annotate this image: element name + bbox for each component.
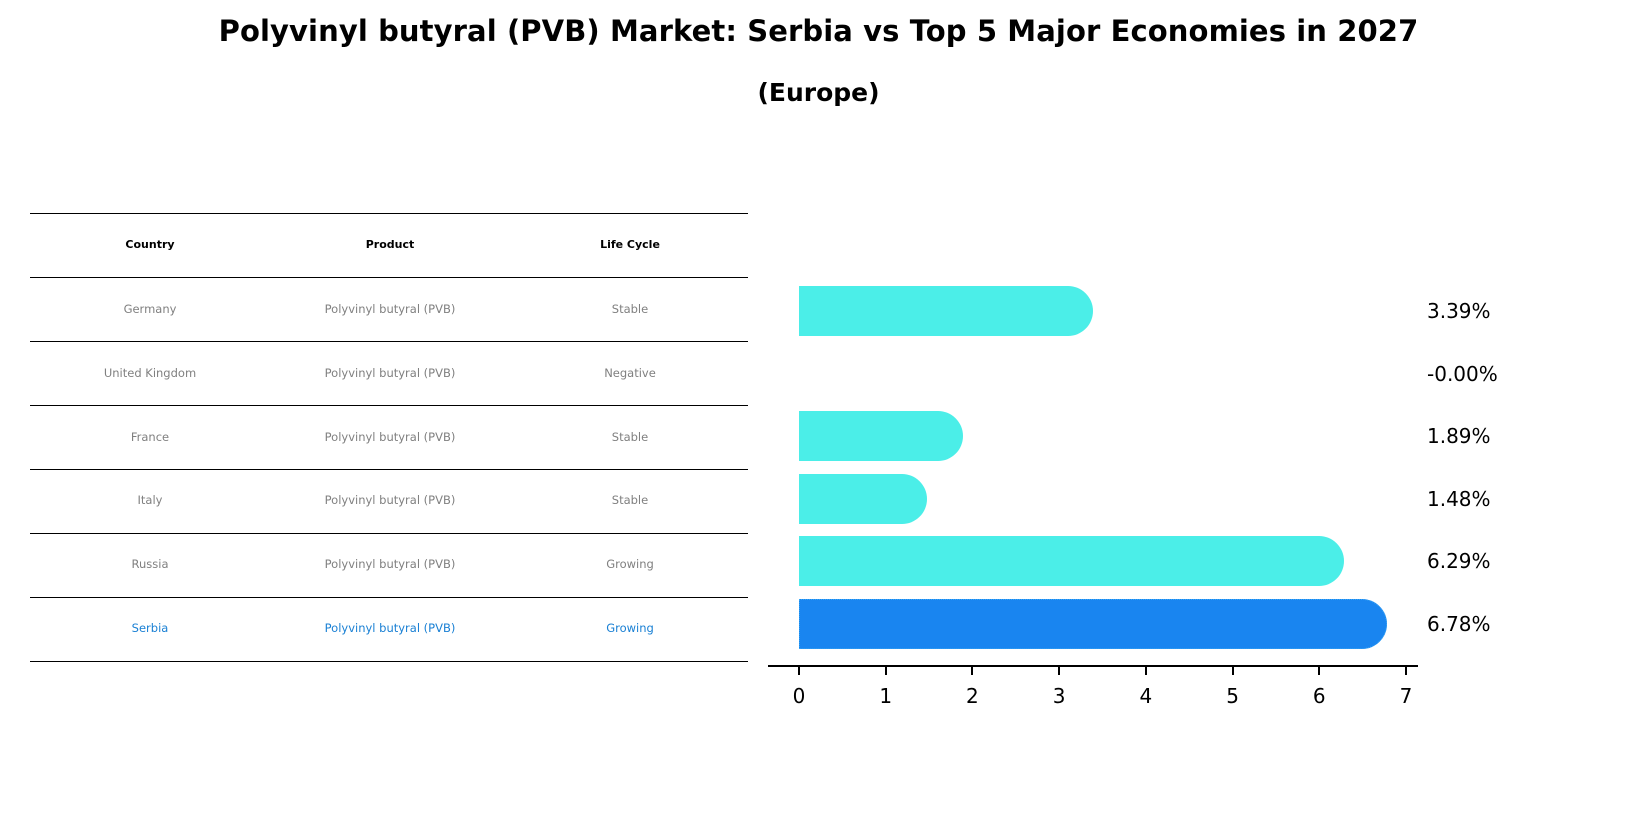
x-axis-tick <box>1144 667 1147 675</box>
table-cell-country: Russia <box>131 557 169 572</box>
value-label: 6.78% <box>1427 612 1491 636</box>
bar-russia <box>799 536 1345 586</box>
x-axis-tick <box>884 667 887 675</box>
table-cell-product: Polyvinyl butyral (PVB) <box>324 429 456 444</box>
table-cell-product: Polyvinyl butyral (PVB) <box>324 621 456 635</box>
x-axis-tick <box>1231 667 1234 675</box>
table-cell-life-cycle: Growing <box>606 621 654 635</box>
x-axis-tick-label: 2 <box>966 684 979 708</box>
table-rule <box>30 341 748 342</box>
x-axis-line <box>768 665 1418 667</box>
table-cell-country: United Kingdom <box>103 365 197 380</box>
x-axis-tick <box>971 667 974 675</box>
table-cell-country: France <box>130 429 170 444</box>
table-cell-product: Polyvinyl butyral (PVB) <box>324 557 456 572</box>
x-axis-tick <box>1318 667 1321 675</box>
value-label: 3.39% <box>1427 299 1491 323</box>
table-rule <box>30 469 748 470</box>
bar-italy <box>799 474 928 524</box>
x-axis-tick <box>798 667 800 675</box>
bar-serbia <box>799 599 1387 649</box>
table-rule <box>30 533 748 534</box>
value-label: 1.89% <box>1427 424 1491 448</box>
bar-germany <box>799 286 1093 336</box>
table-cell-product: Polyvinyl butyral (PVB) <box>324 493 456 508</box>
x-axis-tick-label: 6 <box>1312 684 1326 708</box>
value-label: -0.00% <box>1427 362 1498 386</box>
table-cell-life-cycle: Growing <box>606 557 654 572</box>
value-label: 1.48% <box>1427 487 1491 511</box>
chart-title: Polyvinyl butyral (PVB) Market: Serbia v… <box>218 14 1419 48</box>
chart-subtitle: (Europe) <box>757 78 880 107</box>
bar-france <box>799 411 963 461</box>
table-rule <box>30 597 748 598</box>
x-axis-tick-label: 4 <box>1139 684 1153 708</box>
x-axis-tick <box>1058 667 1061 675</box>
x-axis-tick-label: 1 <box>879 684 893 708</box>
table-cell-product: Polyvinyl butyral (PVB) <box>324 302 456 316</box>
table-header: Country <box>125 238 175 251</box>
x-axis-tick-label: 5 <box>1226 684 1239 708</box>
table-cell-country: Serbia <box>131 621 169 635</box>
x-axis-tick-label: 0 <box>792 684 806 708</box>
table-header: Life Cycle <box>600 238 660 251</box>
table-cell-country: Germany <box>123 302 177 316</box>
x-axis-tick-label: 3 <box>1052 684 1066 708</box>
table-rule <box>30 213 748 214</box>
table-cell-life-cycle: Stable <box>611 493 649 508</box>
x-axis-tick <box>1405 667 1407 675</box>
x-axis-tick-label: 7 <box>1399 684 1413 708</box>
table-rule <box>30 661 748 662</box>
table-cell-life-cycle: Negative <box>604 365 656 380</box>
table-cell-life-cycle: Stable <box>611 302 649 316</box>
table-cell-country: Italy <box>137 493 163 508</box>
table-rule <box>30 277 748 278</box>
value-label: 6.29% <box>1427 549 1491 573</box>
table-rule <box>30 405 748 406</box>
table-cell-product: Polyvinyl butyral (PVB) <box>324 365 456 380</box>
table-header: Product <box>365 238 415 251</box>
table-cell-life-cycle: Stable <box>611 429 649 444</box>
